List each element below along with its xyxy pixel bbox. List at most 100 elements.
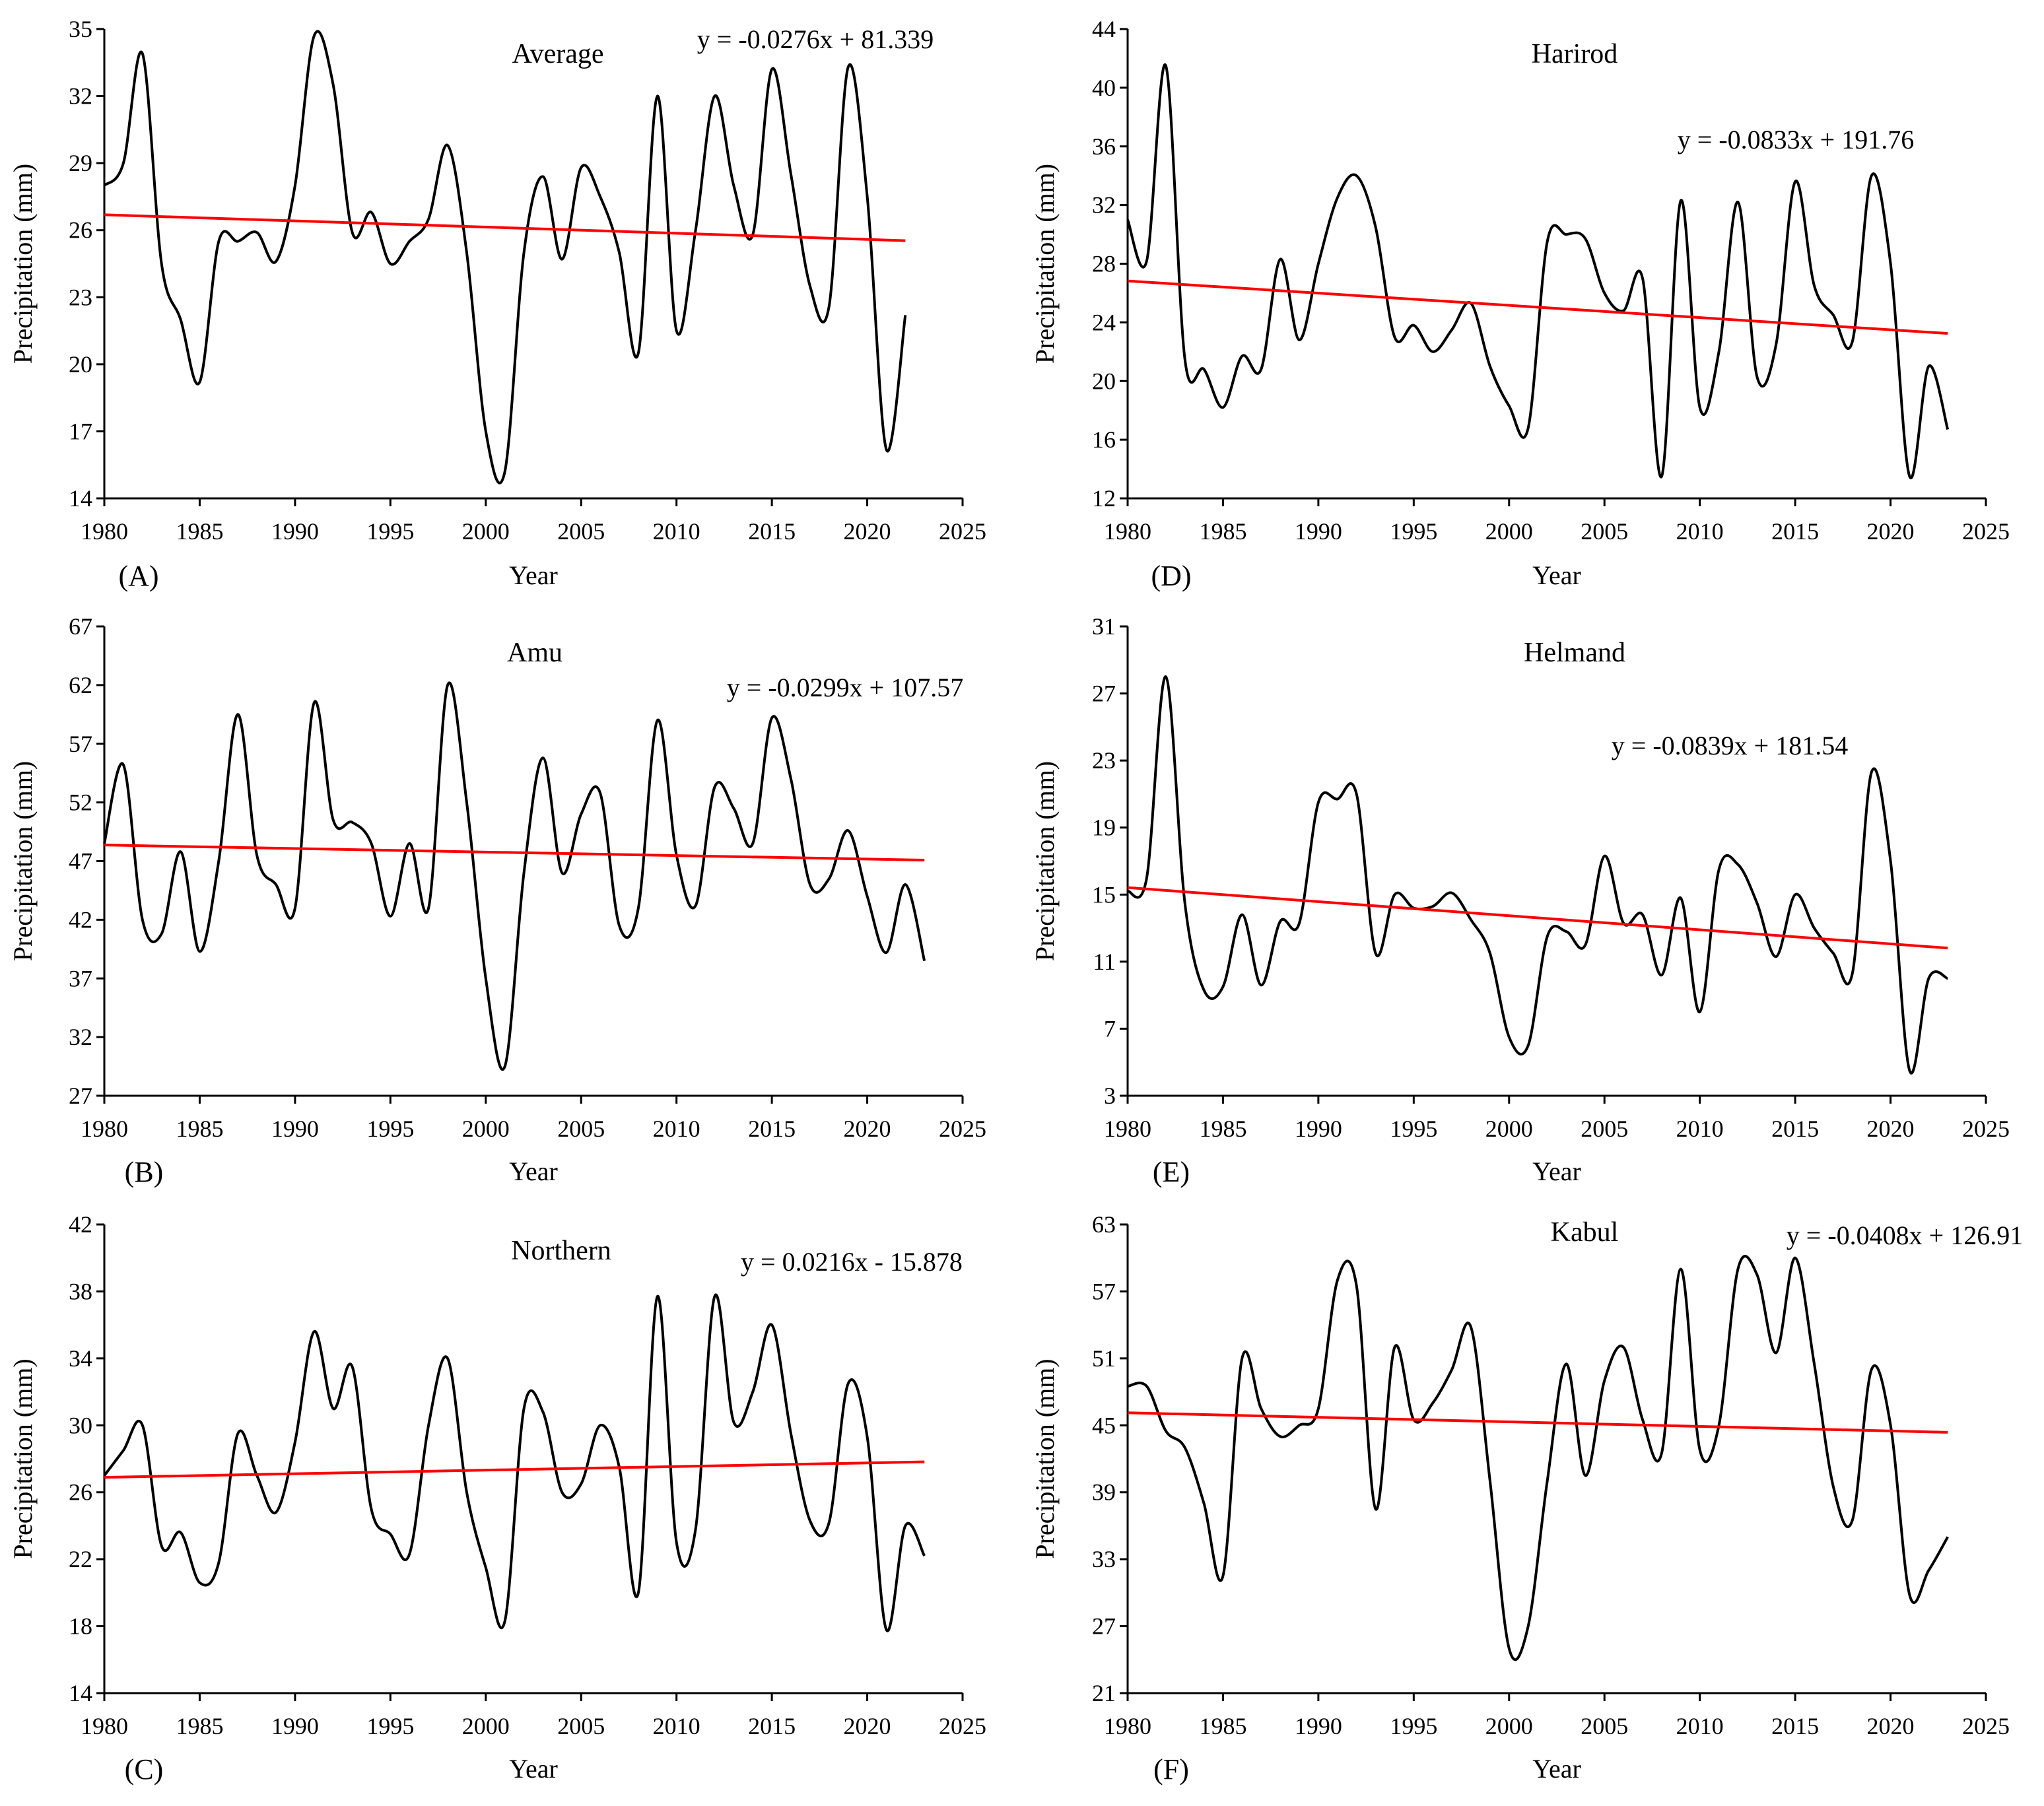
x-tick-label: 2015 bbox=[748, 1713, 796, 1739]
y-tick-label: 11 bbox=[1093, 949, 1116, 975]
trend-line bbox=[1127, 1411, 1948, 1434]
y-tick-label: 21 bbox=[1092, 1680, 1116, 1706]
y-axis-title: Precipitation (mm) bbox=[8, 1358, 38, 1558]
panel-title: Amu bbox=[507, 638, 562, 668]
chart-panel-1: 14 17 20 23 26 29 32 35 1980 1985 1990 1995 2000 2005… bbox=[8, 16, 986, 592]
y-tick-label: 19 bbox=[1092, 815, 1116, 841]
panel-title: Kabul bbox=[1551, 1217, 1619, 1248]
trend-equation: y = 0.0216x - 15.878 bbox=[741, 1247, 963, 1277]
y-axis-title: Precipitation (mm) bbox=[1030, 164, 1060, 364]
y-tick-label: 18 bbox=[69, 1613, 92, 1640]
panel-letter: (A) bbox=[118, 560, 158, 592]
y-tick-label: 45 bbox=[1092, 1412, 1116, 1438]
trend-line bbox=[1127, 886, 1948, 950]
x-tick-label: 2025 bbox=[939, 518, 986, 545]
panel-letter: (F) bbox=[1153, 1753, 1189, 1786]
panel-title: Harirod bbox=[1532, 39, 1618, 69]
x-tick-label: 2010 bbox=[653, 1713, 700, 1739]
y-tick-label: 62 bbox=[69, 672, 92, 698]
y-tick-label: 57 bbox=[69, 731, 92, 757]
x-tick-label: 1995 bbox=[1390, 1713, 1437, 1739]
chart-panel-2: 27 32 37 42 47 52 57 62 67 1980 1985 1990 1995 2000 20… bbox=[8, 613, 986, 1188]
x-tick-label: 1985 bbox=[176, 1116, 223, 1142]
y-tick-label: 33 bbox=[1092, 1546, 1116, 1572]
y-tick-label: 24 bbox=[1092, 309, 1116, 335]
trend-line bbox=[104, 1460, 925, 1479]
x-tick-label: 2010 bbox=[653, 518, 700, 545]
x-tick-label: 1990 bbox=[1295, 518, 1342, 545]
x-tick-label: 2000 bbox=[462, 1116, 510, 1142]
x-tick-label: 1990 bbox=[271, 1116, 319, 1142]
x-tick-label: 1985 bbox=[176, 518, 223, 545]
precipitation-series-line bbox=[1127, 1255, 1949, 1661]
precipitation-series-line bbox=[103, 1293, 926, 1632]
y-tick-label: 47 bbox=[69, 848, 92, 875]
x-tick-label: 1985 bbox=[1199, 518, 1246, 545]
y-tick-label: 30 bbox=[69, 1412, 92, 1438]
x-tick-label: 2025 bbox=[939, 1116, 986, 1142]
x-tick-label: 2025 bbox=[939, 1713, 986, 1739]
y-tick-label: 42 bbox=[69, 906, 92, 933]
y-tick-label: 52 bbox=[69, 789, 92, 816]
x-tick-label: 2000 bbox=[1485, 518, 1533, 545]
x-tick-label: 2010 bbox=[653, 1116, 700, 1142]
x-tick-label: 1980 bbox=[1104, 1116, 1151, 1142]
x-tick-label: 2020 bbox=[844, 1713, 891, 1739]
x-tick-label: 1995 bbox=[366, 1713, 414, 1739]
x-tick-label: 2025 bbox=[1962, 518, 2010, 545]
x-tick-label: 2015 bbox=[1771, 1116, 1819, 1142]
x-axis-title: Year bbox=[1532, 1754, 1581, 1784]
x-tick-label: 2020 bbox=[1867, 518, 1915, 545]
x-tick-label: 1985 bbox=[1199, 1116, 1246, 1142]
x-axis-title: Year bbox=[1532, 1156, 1581, 1186]
chart-panel-3: 14 18 22 26 30 34 38 42 1980 1985 1990 1995 2000 2005… bbox=[8, 1211, 986, 1786]
panel-letter: (C) bbox=[125, 1753, 164, 1786]
panel-title: Helmand bbox=[1524, 638, 1625, 668]
x-axis-title: Year bbox=[509, 1754, 558, 1784]
y-tick-label: 67 bbox=[69, 613, 92, 640]
y-tick-label: 17 bbox=[69, 418, 92, 444]
x-tick-label: 1980 bbox=[81, 518, 128, 545]
y-tick-label: 29 bbox=[69, 150, 92, 176]
x-tick-label: 1980 bbox=[81, 1713, 128, 1739]
panel-letter: (D) bbox=[1151, 560, 1191, 592]
x-tick-label: 1995 bbox=[1390, 1116, 1437, 1142]
y-axis-title: Precipitation (mm) bbox=[1030, 1358, 1060, 1558]
y-tick-label: 28 bbox=[1092, 251, 1116, 277]
x-axis-title: Year bbox=[1532, 560, 1581, 590]
x-tick-label: 1990 bbox=[1295, 1116, 1342, 1142]
y-axis-title: Precipitation (mm) bbox=[8, 761, 38, 961]
y-tick-label: 23 bbox=[69, 284, 92, 310]
y-tick-label: 37 bbox=[69, 965, 92, 991]
y-tick-label: 26 bbox=[69, 1479, 92, 1506]
y-tick-label: 7 bbox=[1104, 1015, 1116, 1042]
x-tick-label: 2015 bbox=[748, 1116, 796, 1142]
y-tick-label: 32 bbox=[69, 1024, 92, 1050]
y-tick-label: 20 bbox=[69, 351, 92, 378]
x-tick-label: 2015 bbox=[1771, 518, 1819, 545]
y-axis-title: Precipitation (mm) bbox=[1030, 761, 1060, 961]
y-tick-label: 26 bbox=[69, 217, 92, 244]
y-tick-label: 57 bbox=[1092, 1278, 1116, 1304]
x-tick-label: 2025 bbox=[1962, 1713, 2010, 1739]
y-tick-label: 42 bbox=[69, 1211, 92, 1238]
y-tick-label: 12 bbox=[1092, 485, 1116, 512]
x-tick-label: 2020 bbox=[844, 518, 891, 545]
y-tick-label: 32 bbox=[1092, 192, 1116, 218]
x-tick-label: 1980 bbox=[1104, 518, 1151, 545]
y-tick-label: 22 bbox=[69, 1546, 92, 1572]
trend-equation: y = -0.0299x + 107.57 bbox=[727, 673, 963, 702]
y-tick-label: 51 bbox=[1092, 1345, 1116, 1372]
x-tick-label: 1995 bbox=[1390, 518, 1437, 545]
chart-panel-6: 21 27 33 39 45 51 57 63 1980 1985 1990 1995 2000 2005… bbox=[1030, 1211, 2023, 1786]
x-tick-label: 1995 bbox=[366, 1116, 414, 1142]
y-tick-label: 63 bbox=[1092, 1211, 1116, 1238]
precipitation-series-line bbox=[103, 681, 926, 1071]
y-tick-label: 20 bbox=[1092, 368, 1116, 394]
x-tick-label: 1990 bbox=[271, 518, 319, 545]
x-tick-label: 2005 bbox=[557, 1116, 605, 1142]
trend-line bbox=[104, 844, 925, 862]
precipitation-series-line bbox=[1126, 675, 1948, 1075]
trend-equation: y = -0.0408x + 126.91 bbox=[1787, 1221, 2023, 1250]
y-tick-label: 15 bbox=[1092, 881, 1116, 908]
